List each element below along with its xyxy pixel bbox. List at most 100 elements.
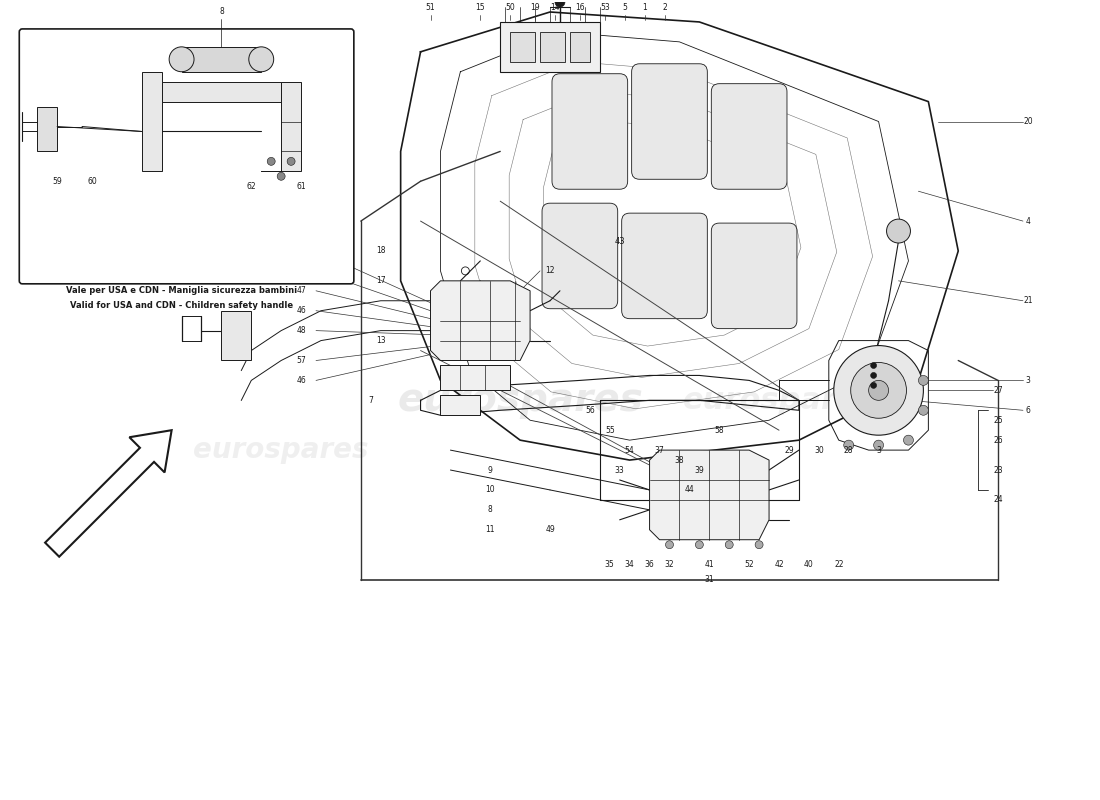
Circle shape [918, 375, 928, 386]
Text: 29: 29 [784, 446, 794, 454]
Bar [221, 310, 251, 361]
Circle shape [834, 346, 923, 435]
Text: 17: 17 [376, 276, 385, 286]
Text: 28: 28 [844, 446, 854, 454]
Bar [570, 32, 590, 62]
Bar [510, 32, 535, 62]
Text: eurospares: eurospares [683, 386, 876, 415]
Text: 40: 40 [804, 560, 814, 569]
Circle shape [870, 382, 877, 388]
Text: 19: 19 [530, 2, 540, 11]
Polygon shape [261, 82, 301, 171]
Text: 13: 13 [376, 336, 385, 345]
Text: 37: 37 [654, 446, 664, 454]
Text: 5: 5 [623, 2, 627, 11]
Text: 44: 44 [684, 486, 694, 494]
Text: 3: 3 [876, 446, 881, 454]
Text: 15: 15 [475, 2, 485, 11]
Text: 57: 57 [296, 356, 306, 365]
FancyBboxPatch shape [631, 64, 707, 179]
Text: eurospares: eurospares [397, 382, 644, 419]
Text: 20: 20 [1023, 117, 1033, 126]
Text: 62: 62 [246, 182, 256, 190]
Text: 25: 25 [993, 416, 1003, 425]
Text: 35: 35 [605, 560, 615, 569]
Circle shape [287, 158, 295, 166]
Text: 60: 60 [87, 177, 97, 186]
Text: 23: 23 [993, 466, 1003, 474]
Text: 11: 11 [485, 526, 495, 534]
Circle shape [277, 172, 285, 180]
Polygon shape [162, 82, 282, 102]
FancyBboxPatch shape [712, 84, 786, 190]
Text: 9: 9 [487, 466, 493, 474]
Polygon shape [650, 450, 769, 540]
Text: Vale per USA e CDN - Maniglia sicurezza bambini: Vale per USA e CDN - Maniglia sicurezza … [66, 286, 297, 295]
Text: 18: 18 [376, 246, 385, 255]
Text: 10: 10 [485, 486, 495, 494]
Text: 39: 39 [694, 466, 704, 474]
Text: 12: 12 [546, 266, 554, 275]
Text: 2: 2 [662, 2, 667, 11]
FancyBboxPatch shape [542, 203, 618, 309]
Polygon shape [430, 281, 530, 361]
Bar [37, 106, 57, 151]
Text: 51: 51 [426, 2, 436, 11]
FancyBboxPatch shape [621, 213, 707, 318]
Bar [500, 22, 600, 72]
Text: 54: 54 [625, 446, 635, 454]
Circle shape [850, 362, 906, 418]
Text: 8: 8 [219, 7, 223, 17]
Circle shape [267, 158, 275, 166]
Text: 24: 24 [993, 495, 1003, 504]
Bar [540, 32, 565, 62]
Text: 48: 48 [296, 326, 306, 335]
Text: 26: 26 [993, 436, 1003, 445]
Text: 4: 4 [1025, 217, 1031, 226]
Text: 43: 43 [615, 237, 625, 246]
Circle shape [725, 541, 734, 549]
Circle shape [844, 440, 854, 450]
Text: 8: 8 [488, 506, 493, 514]
Circle shape [556, 0, 565, 7]
Text: 30: 30 [814, 446, 824, 454]
Text: 50: 50 [505, 2, 515, 11]
Text: 56: 56 [585, 406, 595, 414]
Circle shape [870, 373, 877, 378]
Text: 47: 47 [296, 286, 306, 295]
Circle shape [249, 47, 274, 72]
Circle shape [695, 541, 703, 549]
Circle shape [903, 435, 913, 445]
Text: 52: 52 [745, 560, 754, 569]
Text: 46: 46 [296, 306, 306, 315]
Text: 6: 6 [1025, 406, 1031, 414]
Text: 58: 58 [715, 426, 724, 434]
FancyArrow shape [45, 430, 172, 557]
Text: 49: 49 [546, 526, 554, 534]
Polygon shape [440, 395, 481, 415]
Text: 61: 61 [296, 182, 306, 190]
Text: 57: 57 [296, 266, 306, 275]
Circle shape [873, 440, 883, 450]
Text: 45: 45 [296, 246, 306, 255]
Bar [182, 47, 261, 72]
FancyBboxPatch shape [712, 223, 796, 329]
Text: 55: 55 [605, 426, 615, 434]
Text: 34: 34 [625, 560, 635, 569]
Text: 3: 3 [1025, 376, 1031, 385]
Text: 27: 27 [993, 386, 1003, 395]
Text: 22: 22 [834, 560, 844, 569]
Circle shape [755, 541, 763, 549]
Text: 41: 41 [704, 560, 714, 569]
Circle shape [887, 219, 911, 243]
Text: 38: 38 [674, 455, 684, 465]
Text: 36: 36 [645, 560, 654, 569]
Text: 21: 21 [1023, 296, 1033, 306]
Text: 14: 14 [550, 2, 560, 11]
Text: 42: 42 [774, 560, 784, 569]
Text: 46: 46 [296, 376, 306, 385]
Circle shape [169, 47, 194, 72]
Circle shape [870, 362, 877, 369]
Text: Valid for USA and CDN - Children safety handle: Valid for USA and CDN - Children safety … [70, 302, 293, 310]
Polygon shape [440, 366, 510, 390]
